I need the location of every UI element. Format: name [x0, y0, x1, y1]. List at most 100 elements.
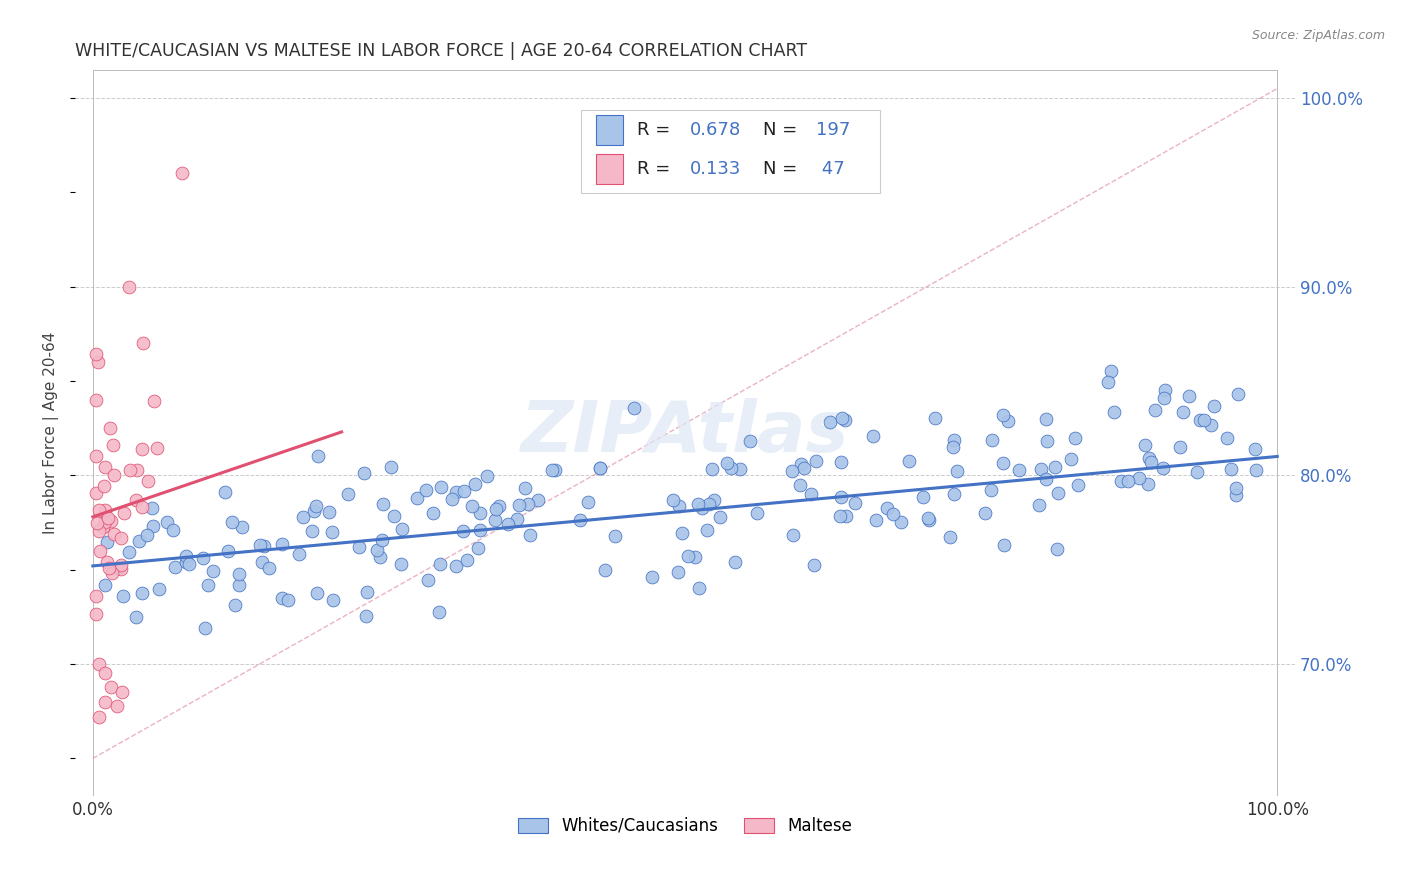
Point [1035, 434, 1057, 448]
Point [89, 524, 111, 538]
Point [991, 408, 1014, 422]
Point [1194, 413, 1216, 427]
Point [1201, 417, 1223, 432]
Point [993, 538, 1015, 552]
Point [124, 610, 146, 624]
Point [1046, 541, 1069, 556]
Point [1225, 481, 1247, 495]
Text: R =: R = [637, 121, 676, 139]
Point [1152, 461, 1174, 475]
Point [174, 555, 197, 569]
Point [1035, 412, 1057, 426]
Point [302, 504, 325, 518]
Point [745, 507, 768, 521]
Point [508, 498, 530, 512]
Point [87, 503, 110, 517]
Point [683, 550, 706, 565]
FancyBboxPatch shape [596, 154, 623, 185]
Point [125, 493, 148, 508]
Point [214, 485, 236, 500]
Point [519, 528, 541, 542]
Point [1225, 488, 1247, 502]
Point [287, 547, 309, 561]
Point [406, 491, 429, 505]
Point [1168, 440, 1191, 454]
Point [676, 549, 699, 563]
Point [720, 461, 742, 475]
Point [321, 524, 343, 539]
Point [228, 566, 250, 581]
Point [1128, 471, 1150, 485]
Point [890, 515, 912, 529]
Point [110, 531, 132, 545]
Point [174, 549, 197, 563]
Point [336, 487, 359, 501]
Point [918, 513, 941, 527]
Point [98, 421, 121, 435]
Legend: Whites/Caucasians, Maltese: Whites/Caucasians, Maltese [519, 817, 852, 835]
Point [485, 502, 508, 516]
Point [912, 491, 935, 505]
Point [1137, 476, 1160, 491]
Point [221, 515, 243, 529]
Point [191, 551, 214, 566]
Point [1063, 431, 1085, 445]
Point [973, 507, 995, 521]
Point [1143, 403, 1166, 417]
Point [356, 585, 378, 599]
Point [543, 463, 565, 477]
Point [738, 434, 761, 448]
Point [488, 500, 510, 514]
Point [440, 491, 463, 506]
Point [1140, 455, 1163, 469]
Point [942, 486, 965, 500]
Point [110, 562, 132, 576]
Point [231, 520, 253, 534]
Point [96, 555, 118, 569]
Point [103, 527, 125, 541]
Point [91, 519, 114, 533]
Point [793, 460, 815, 475]
Point [444, 559, 467, 574]
Point [93, 695, 115, 709]
Point [830, 455, 852, 469]
Point [1227, 387, 1250, 401]
Point [97, 560, 120, 574]
Point [143, 393, 166, 408]
Point [1099, 364, 1122, 378]
Point [1243, 442, 1265, 456]
Point [322, 593, 344, 607]
Point [131, 500, 153, 514]
Point [865, 513, 887, 527]
Point [107, 561, 129, 575]
Point [1043, 459, 1066, 474]
Point [318, 505, 340, 519]
Point [830, 509, 852, 524]
Point [177, 558, 200, 572]
Point [703, 492, 725, 507]
Text: 0.133: 0.133 [690, 161, 741, 178]
Point [101, 566, 124, 581]
Point [506, 512, 529, 526]
Point [924, 411, 946, 425]
Point [709, 509, 731, 524]
Point [165, 559, 187, 574]
Point [724, 555, 747, 569]
Point [131, 336, 153, 351]
Point [700, 462, 723, 476]
Point [131, 442, 153, 457]
Text: ZIPAtlas: ZIPAtlas [520, 399, 849, 467]
Point [1135, 438, 1157, 452]
Point [135, 528, 157, 542]
Text: 47: 47 [815, 161, 845, 178]
Point [371, 497, 394, 511]
Point [86, 589, 108, 603]
Point [87, 710, 110, 724]
Point [252, 555, 274, 569]
Point [641, 570, 664, 584]
Point [1104, 405, 1126, 419]
Point [197, 578, 219, 592]
Point [418, 573, 440, 587]
Point [127, 462, 149, 476]
Point [194, 621, 217, 635]
